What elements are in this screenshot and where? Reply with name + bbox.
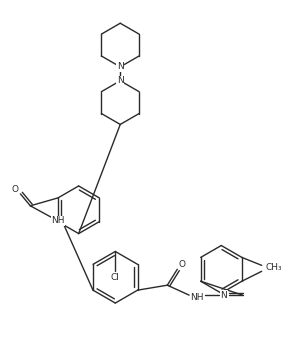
Text: NH: NH [190,292,204,302]
Text: NH: NH [51,216,65,225]
Text: CH₃: CH₃ [265,264,282,273]
Text: O: O [179,260,186,269]
Text: N: N [117,76,124,85]
Text: O: O [12,185,19,194]
Text: N: N [220,291,227,300]
Text: N: N [117,62,124,71]
Text: CH₃: CH₃ [265,263,282,272]
Text: Cl: Cl [111,273,120,282]
